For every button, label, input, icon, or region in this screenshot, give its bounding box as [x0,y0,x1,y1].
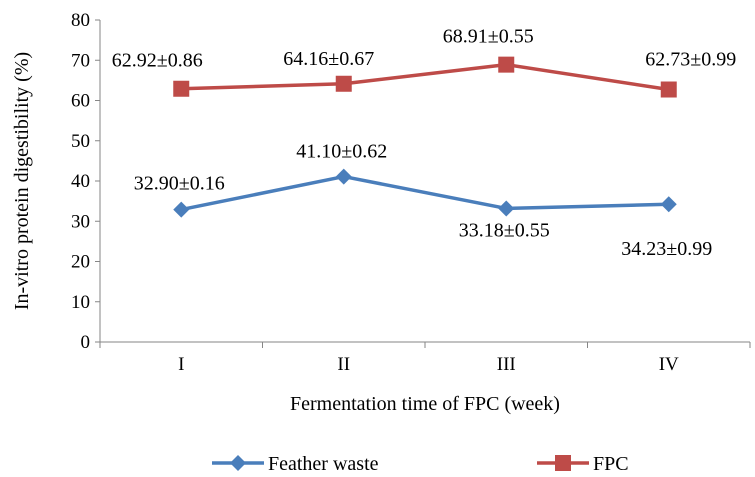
y-tick-label: 50 [71,131,90,152]
legend-item: FPC [537,453,629,475]
data-label: 62.92±0.86 [112,50,203,72]
data-label: 33.18±0.55 [459,219,550,241]
legend-marker [230,455,246,471]
y-tick-label: 70 [71,50,90,71]
data-label: 34.23±0.99 [621,238,712,260]
y-tick-label: 30 [71,211,90,232]
data-point [498,56,515,73]
legend: Feather waste FPC [212,453,629,475]
y-tick-label: 60 [71,91,90,112]
y-axis-title: In-vitro protein digestibility (%) [11,52,33,310]
data-label: 41.10±0.62 [296,141,387,163]
x-tick-label: III [497,354,516,375]
data-label: 62.73±0.99 [645,49,736,71]
legend-label: FPC [593,453,629,472]
data-label: 64.16±0.67 [283,48,374,70]
x-tick-label: IV [659,354,679,375]
legend-label: Feather waste [268,453,379,472]
y-tick-label: 10 [71,292,90,313]
legend-item: Feather waste [212,453,379,475]
series-feather-waste [173,168,677,218]
data-point [335,75,352,92]
data-point [173,201,190,218]
y-tick-label: 40 [71,171,90,192]
y-tick-label: 80 [71,10,90,31]
y-tick-label: 20 [71,252,90,273]
series-layer [173,56,677,218]
series-line [181,62,670,92]
data-point [335,168,352,185]
data-label: 68.91±0.55 [443,26,534,48]
x-axis-title: Fermentation time of FPC (week) [290,393,560,415]
data-label: 32.90±0.16 [134,173,225,195]
data-point [660,196,677,213]
x-tick-label: I [178,354,184,375]
x-tick-label: II [337,354,350,375]
legend-marker [555,455,571,471]
data-point [173,80,190,97]
data-point [498,200,515,217]
series-fpc [173,56,677,98]
data-labels: 32.90±0.16 41.10±0.62 33.18±0.55 34.23±0.99… [112,26,736,261]
y-tick-label: 0 [81,332,91,353]
series-line [180,174,669,212]
data-point [660,81,677,98]
